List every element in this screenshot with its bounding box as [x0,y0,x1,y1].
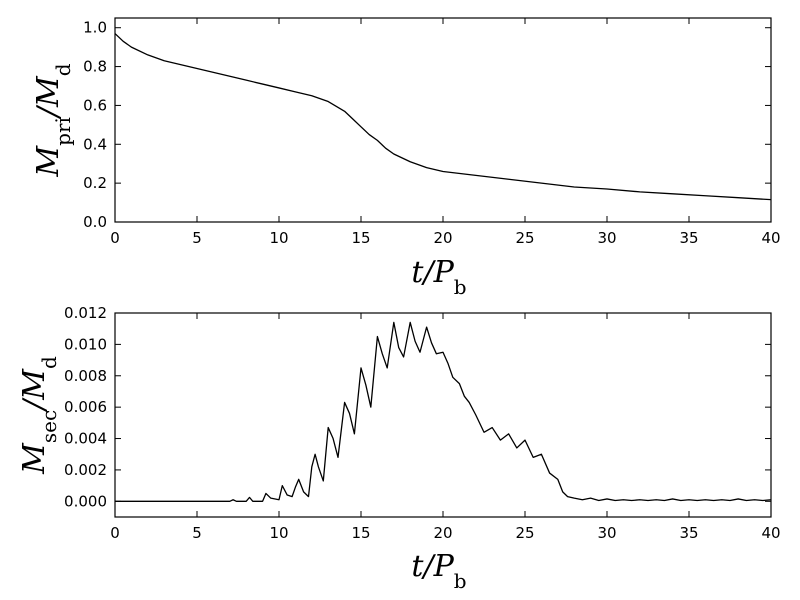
x-tick-label: 40 [761,229,780,247]
y-tick-label: 0.2 [83,174,107,192]
y-tick-label: 0.002 [64,461,107,479]
y-tick-label: 1.0 [83,19,107,37]
y-axis-label-part: M [17,442,52,475]
x-tick-label: 35 [679,524,698,542]
x-axis-label-part: t/P [411,549,454,584]
x-tick-label: 5 [192,229,202,247]
x-tick-label: 30 [597,524,616,542]
y-tick-label: 0.0 [83,213,107,231]
series-line-0 [114,33,772,201]
y-tick-label: 0.010 [64,335,107,353]
x-tick-label: 15 [351,229,370,247]
y-axis-label-part: pri [51,117,75,146]
x-axis-label-part: b [454,569,467,593]
y-tick-label: 0.008 [64,367,107,385]
y-tick-label: 0.012 [64,304,107,322]
y-axis-label: Msec/Md [17,356,61,475]
series-line-0 [115,321,772,502]
x-tick-label: 10 [269,229,288,247]
x-tick-label: 20 [433,524,452,542]
y-axis-label-part: d [51,63,75,76]
y-axis-label-part: sec [37,410,61,443]
y-axis-label: Mpri/Md [31,63,75,177]
y-axis-label-part: /M [31,75,66,120]
x-tick-label: 35 [679,229,698,247]
y-tick-label: 0.006 [64,398,107,416]
y-axis-label-part: d [37,356,61,369]
x-axis-label: t/Pb [411,549,466,593]
x-axis-label-part: b [454,275,467,299]
x-tick-label: 40 [761,524,780,542]
x-tick-label: 0 [110,524,120,542]
x-tick-label: 25 [515,229,534,247]
y-tick-label: 0.4 [83,135,107,153]
y-tick-label: 0.8 [83,58,107,76]
plot-frame [114,312,772,518]
top-panel: 0 5 10 15 20 25 30 35 40 0.0 0.2 0.4 0.6 0.8 1.0 t/Pb Mp… [31,17,781,299]
x-axis-label-part: t/P [411,255,454,290]
bottom-panel: 0 5 10 15 20 25 30 35 40 0.000 0.002 0.004 0.006 0.00… [17,304,781,593]
x-tick-label: 10 [269,524,288,542]
x-tick-label: 30 [597,229,616,247]
y-tick-label: 0.000 [64,492,107,510]
x-tick-label: 5 [192,524,202,542]
y-axis-label-part: /M [17,368,52,413]
x-tick-label: 20 [433,229,452,247]
x-tick-label: 0 [110,229,120,247]
x-tick-label: 25 [515,524,534,542]
y-axis-label-part: M [31,145,66,178]
plot-frame [114,17,772,223]
y-tick-label: 0.004 [64,430,107,448]
x-axis-label: t/Pb [411,255,466,299]
x-tick-label: 15 [351,524,370,542]
y-tick-label: 0.6 [83,96,107,114]
